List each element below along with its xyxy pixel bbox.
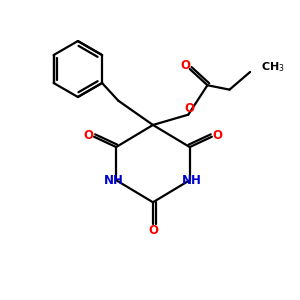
Text: CH$_3$: CH$_3$: [261, 60, 285, 74]
Text: NH: NH: [182, 174, 202, 187]
Text: NH: NH: [104, 174, 124, 187]
Text: O: O: [180, 59, 190, 72]
Text: O: O: [185, 102, 195, 115]
Text: O: O: [83, 129, 93, 142]
Text: O: O: [148, 224, 158, 237]
Text: O: O: [213, 129, 223, 142]
